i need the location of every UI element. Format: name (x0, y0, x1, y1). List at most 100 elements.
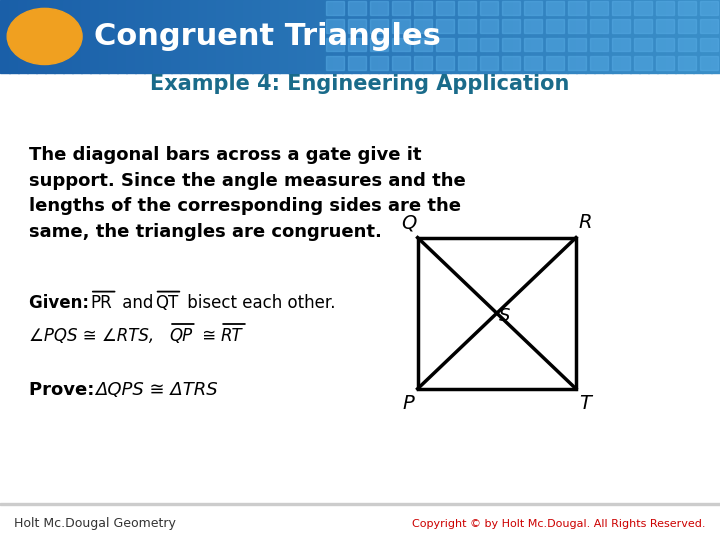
Bar (502, 38, 520, 51)
Bar (326, 1, 344, 15)
Bar (458, 19, 476, 33)
Bar (590, 19, 608, 33)
Bar (392, 38, 410, 51)
Bar (504, 0, 514, 73)
Bar (700, 56, 718, 70)
Bar (126, 0, 137, 73)
Bar (459, 0, 469, 73)
Text: Prove:: Prove: (29, 381, 100, 399)
Bar (567, 0, 577, 73)
Bar (414, 0, 424, 73)
Text: ∠PQS ≅ ∠RTS,: ∠PQS ≅ ∠RTS, (29, 327, 164, 345)
Bar (333, 0, 343, 73)
Bar (634, 38, 652, 51)
Bar (189, 0, 199, 73)
Bar (436, 1, 454, 15)
Bar (568, 56, 586, 70)
Bar (153, 0, 163, 73)
Bar (370, 38, 388, 51)
Bar (678, 19, 696, 33)
Bar (675, 0, 685, 73)
Bar (576, 0, 586, 73)
Bar (135, 0, 145, 73)
Bar (348, 56, 366, 70)
Bar (657, 0, 667, 73)
Bar (630, 0, 641, 73)
Bar (513, 0, 523, 73)
Bar (414, 1, 432, 15)
Bar (436, 56, 454, 70)
Bar (414, 56, 432, 70)
Bar (392, 19, 410, 33)
Bar (656, 1, 674, 15)
Bar (568, 1, 586, 15)
Bar (9, 0, 19, 73)
Bar (678, 56, 696, 70)
Bar (524, 56, 542, 70)
Bar (234, 0, 245, 73)
Text: bisect each other.: bisect each other. (182, 294, 336, 312)
Bar (546, 19, 564, 33)
Bar (634, 1, 652, 15)
Bar (648, 0, 658, 73)
Text: QT: QT (155, 294, 178, 312)
Text: P: P (402, 394, 415, 413)
Bar (480, 19, 498, 33)
Bar (546, 56, 564, 70)
Bar (558, 0, 569, 73)
Text: T: T (579, 394, 591, 413)
Bar (392, 56, 410, 70)
Bar (612, 0, 622, 73)
Bar (351, 0, 361, 73)
Bar (324, 0, 334, 73)
Bar (634, 56, 652, 70)
Bar (378, 0, 389, 73)
Text: Q: Q (401, 213, 416, 232)
Bar (656, 38, 674, 51)
Bar (486, 0, 497, 73)
Bar (458, 56, 476, 70)
Bar (700, 1, 718, 15)
Bar (243, 0, 253, 73)
Bar (432, 0, 442, 73)
Bar (612, 56, 630, 70)
Bar (315, 0, 325, 73)
Text: Congruent Triangles: Congruent Triangles (94, 22, 441, 51)
Bar (369, 0, 379, 73)
Bar (700, 38, 718, 51)
Text: The diagonal bars across a gate give it
support. Since the angle measures and th: The diagonal bars across a gate give it … (29, 146, 466, 241)
Bar (27, 0, 37, 73)
Bar (495, 0, 505, 73)
Bar (524, 1, 542, 15)
Bar (414, 38, 432, 51)
Bar (639, 0, 649, 73)
Text: Example 4: Engineering Application: Example 4: Engineering Application (150, 73, 570, 94)
Bar (666, 0, 677, 73)
Bar (540, 0, 550, 73)
Bar (441, 0, 451, 73)
Bar (360, 0, 370, 73)
Bar (326, 19, 344, 33)
Bar (396, 0, 407, 73)
Bar (612, 38, 630, 51)
Bar (36, 0, 46, 73)
Bar (590, 38, 608, 51)
Bar (326, 38, 344, 51)
Bar (370, 56, 388, 70)
Text: ≅: ≅ (197, 327, 221, 345)
Bar (549, 0, 559, 73)
Bar (612, 19, 630, 33)
Bar (279, 0, 289, 73)
Bar (117, 0, 127, 73)
Bar (18, 0, 29, 73)
Bar (99, 0, 109, 73)
Text: PR: PR (90, 294, 112, 312)
Text: Copyright © by Holt Mc.Dougal. All Rights Reserved.: Copyright © by Holt Mc.Dougal. All Right… (412, 519, 706, 529)
Bar (45, 0, 55, 73)
Bar (502, 56, 520, 70)
Bar (693, 0, 703, 73)
Bar (171, 0, 181, 73)
Bar (144, 0, 154, 73)
Bar (594, 0, 604, 73)
Bar (63, 0, 73, 73)
